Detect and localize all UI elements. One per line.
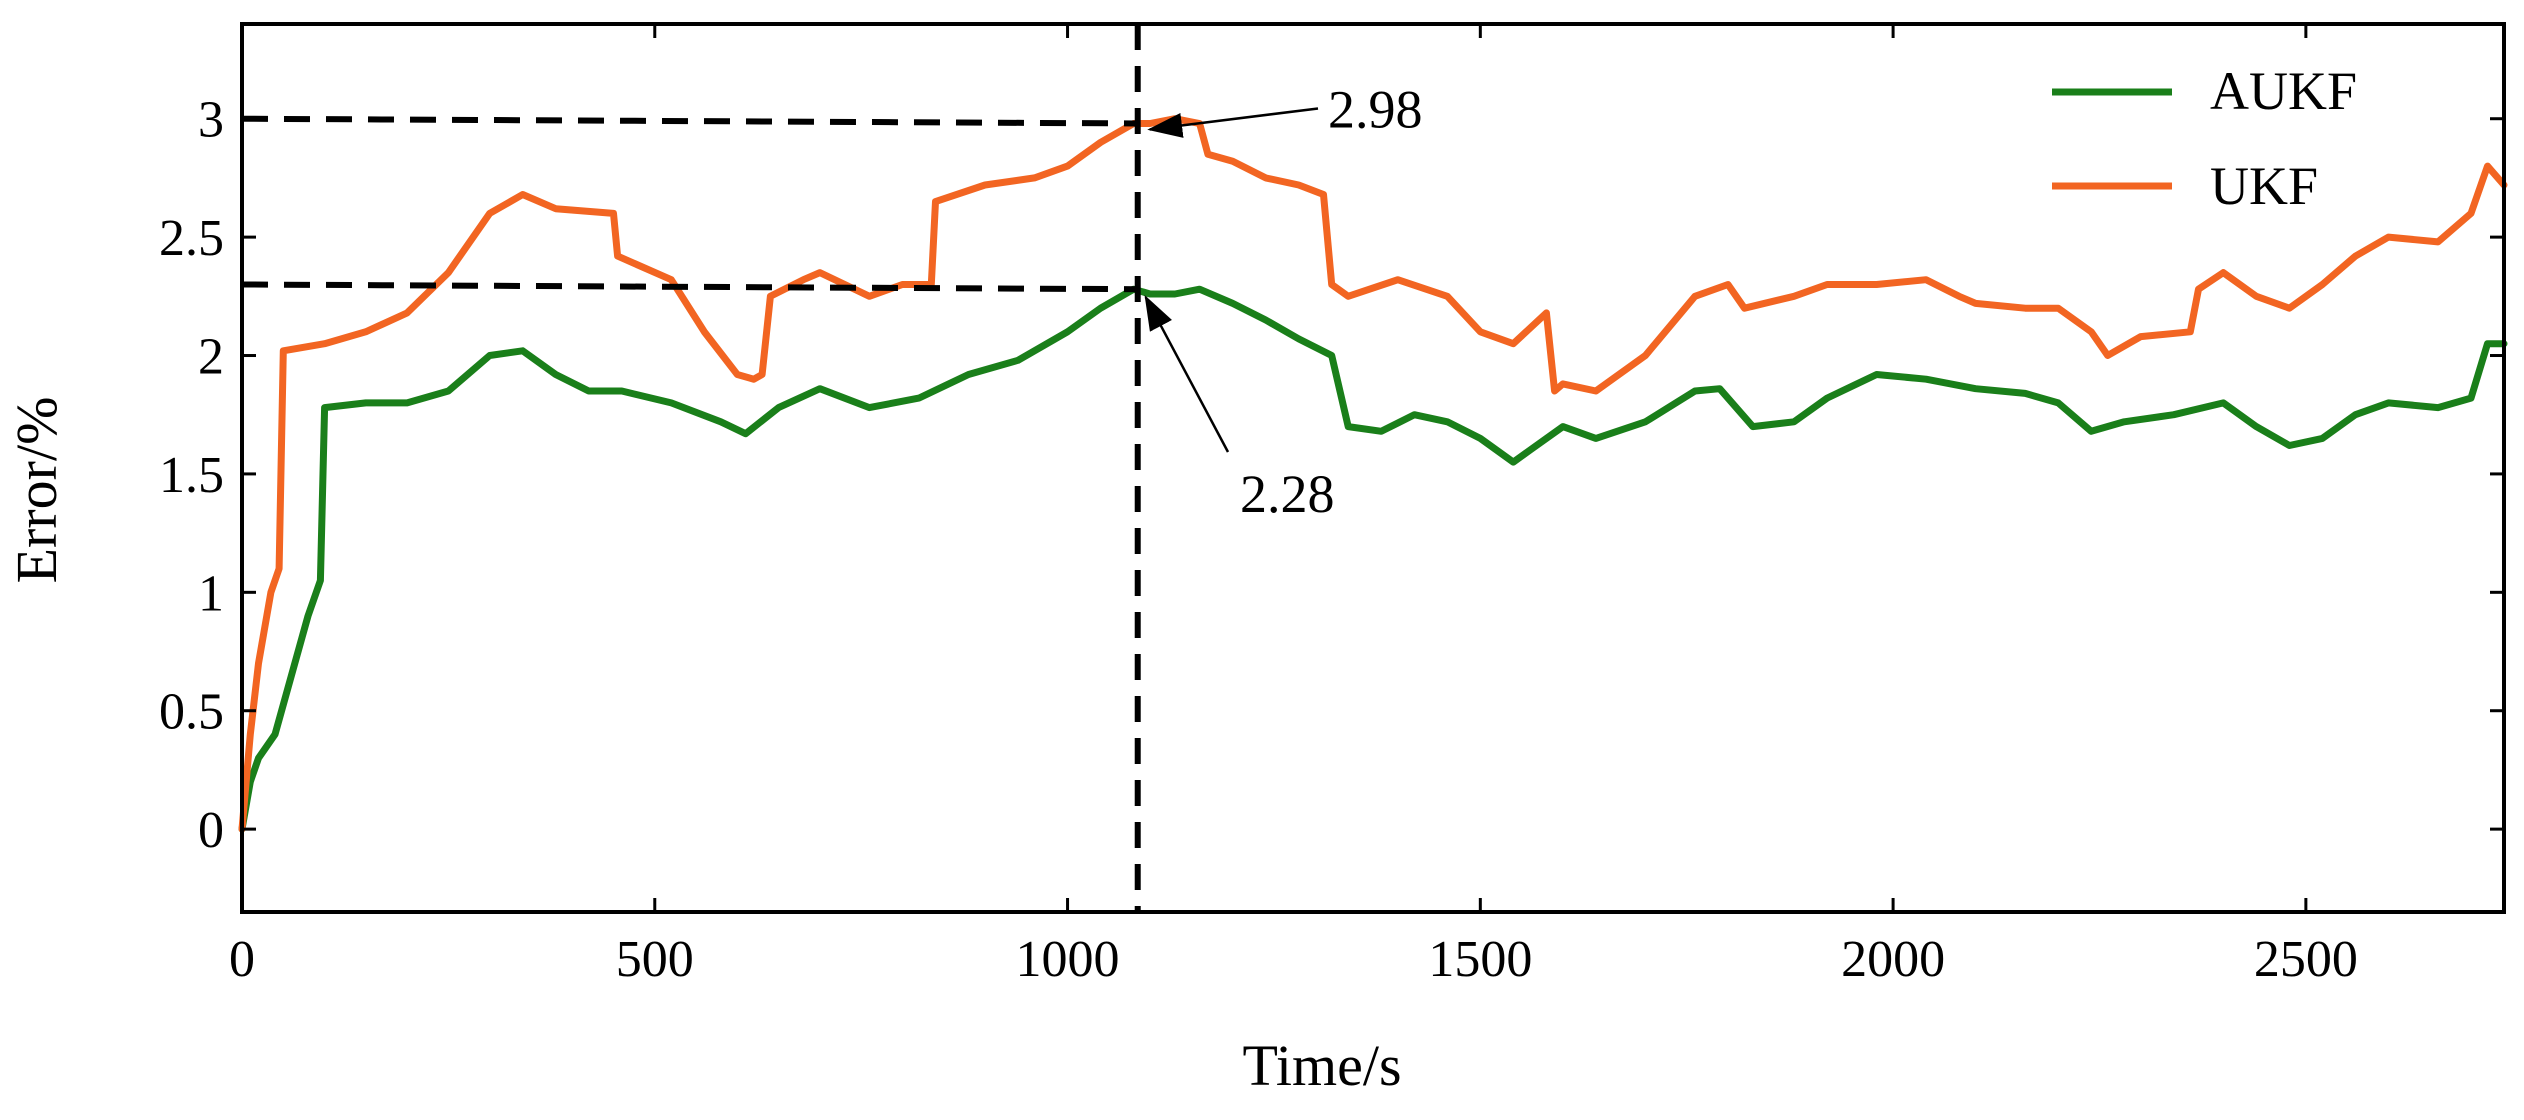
y-tick-label: 2 [198,329,224,386]
y-axis-label: Error/% [4,397,69,584]
series-line-ukf [238,115,2508,833]
legend: AUKF UKF [2052,61,2357,216]
x-axis-label: Time/s [1242,1033,1401,1098]
x-tick-label: 1500 [1428,931,1532,988]
annotation-arrow-2 [1144,295,1230,453]
y-tick-label: 1.5 [159,447,224,504]
reference-line-horizontal-1 [241,115,1138,127]
x-tick-label: 2500 [2254,931,2358,988]
annotation-arrow-1 [1147,107,1319,138]
x-tick-label: 0 [229,931,255,988]
reference-line-horizontal-2 [241,281,1138,293]
annotation-label-2: 2.28 [1240,464,1335,524]
y-tick-label: 2.5 [159,210,224,267]
y-tick-label: 1 [198,565,224,622]
y-tick-label: 3 [198,92,224,149]
x-tick-label: 500 [616,931,694,988]
plot-frame [240,22,2506,914]
annotation-label-1: 2.98 [1328,79,1423,139]
legend-label-aukf: AUKF [2210,61,2357,121]
series-line-aukf [238,285,2508,833]
legend-label-ukf: UKF [2210,156,2318,216]
x-tick-label: 2000 [1841,931,1945,988]
y-tick-label: 0 [198,802,224,859]
x-tick-label: 1000 [1016,931,1120,988]
y-tick-label: 0.5 [159,684,224,741]
plot-area: 2.98 2.28 0 500 1000 1500 2000 2500 0 0.5 1 1.5 2 2.5… [159,22,2508,988]
